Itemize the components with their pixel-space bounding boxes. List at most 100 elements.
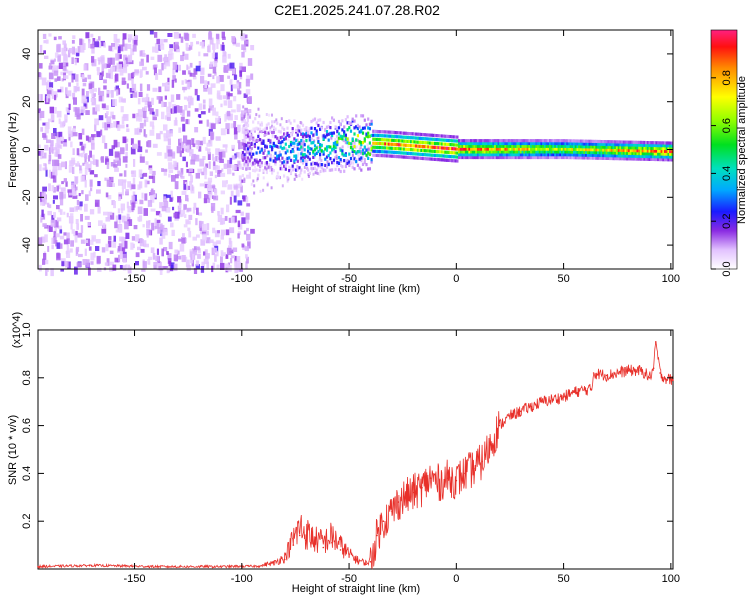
spectrogram-cell [297, 128, 300, 132]
snr-y-tick-label: 1.0 [21, 322, 33, 337]
spectrogram-cell [289, 171, 293, 175]
spectrogram-cell [289, 143, 293, 147]
spectrogram-cell [641, 149, 644, 153]
spectrogram-cell [380, 134, 383, 138]
spectrogram-cell [588, 148, 591, 152]
spectrogram-cell [286, 126, 289, 130]
spectrogram-cell [634, 154, 637, 158]
spectrogram-cell [130, 200, 133, 205]
spectrogram-cell [257, 107, 260, 111]
spectrogram-cell [509, 139, 512, 143]
spectrogram-cell [72, 35, 76, 40]
spectrogram-cell [573, 156, 576, 160]
spectrogram-cell [209, 37, 214, 45]
spectrogram-cell [96, 68, 100, 76]
spectrogram-cell [327, 124, 330, 129]
spectrogram-cell [220, 84, 225, 92]
spectrogram-cell [266, 183, 269, 187]
spectrogram-cell [476, 141, 480, 146]
spectrogram-cell [87, 136, 92, 143]
spectrogram-cell [218, 151, 223, 160]
spectrogram-cell [499, 141, 502, 146]
spectrogram-cell [209, 171, 213, 176]
spectrogram-cell [111, 43, 115, 47]
spectrogram-cell [325, 155, 329, 159]
spectrogram-cell [50, 219, 56, 227]
spectrogram-cell [153, 193, 157, 198]
spectrogram-cell [406, 139, 409, 143]
spectrogram-cell [180, 213, 184, 217]
spectrogram-cell [398, 147, 401, 151]
spectrogram-cell [160, 39, 164, 46]
spectrogram-cell [262, 171, 265, 174]
spectrogram-cell [641, 143, 644, 147]
spectrogram-cell [243, 159, 246, 163]
spectrogram-cell [91, 235, 96, 242]
spectrogram-cell [319, 144, 322, 148]
spectrogram-cell [96, 255, 101, 264]
spectrogram-cell [396, 135, 399, 139]
spectrogram-cell [478, 150, 481, 154]
spectrogram-cell [413, 132, 416, 136]
spectrogram-cell [506, 141, 509, 146]
spectrogram-cell [368, 152, 371, 156]
spectrogram-cell [449, 147, 452, 151]
spectrogram-cell [216, 250, 219, 257]
spectrogram-cell [403, 151, 406, 155]
snr-y-tick-label: 0.6 [21, 418, 33, 433]
spectrogram-cell [485, 150, 488, 154]
spectrogram-cell [458, 155, 461, 160]
spectrogram-cell [227, 168, 232, 175]
spectrogram-cell [182, 209, 186, 215]
snr-point [562, 396, 565, 398]
spectrogram-cell [81, 39, 85, 45]
spectrogram-cell [185, 259, 190, 268]
spectrogram-cell [127, 73, 133, 81]
spectrogram-cell [598, 139, 601, 144]
spectrogram-cell [332, 149, 335, 153]
spectrogram-cell [509, 144, 512, 148]
spectrogram-cell [554, 144, 557, 148]
spectrogram-cell [161, 111, 165, 120]
spectrogram-cell [386, 138, 389, 142]
snr-noise-trace [37, 341, 674, 570]
spectrogram-cell [199, 158, 205, 167]
spectrogram-cell [485, 141, 488, 146]
spectrogram-cell [573, 139, 576, 143]
spectrogram-cell [173, 212, 178, 218]
spectrogram-cell [250, 45, 255, 51]
spectrogram-cell [554, 147, 557, 151]
spectrogram-cell [331, 116, 334, 120]
spectrogram-cell [49, 62, 52, 70]
spectrogram-cell [49, 82, 54, 88]
spectrogram-cell [330, 136, 333, 140]
spectrogram-cell [224, 114, 227, 122]
spectrogram-cell [293, 177, 296, 181]
spectrogram-cell [288, 165, 291, 169]
spectrogram-cell [308, 129, 310, 133]
spectrogram-cell [146, 141, 149, 147]
spectrogram-cell [127, 264, 130, 272]
spectrogram-cell [533, 141, 536, 146]
spectrogram-cell [250, 162, 253, 166]
spectrogram-cell [287, 138, 290, 142]
spectrogram-cell [643, 140, 646, 145]
spectrogram-cell [475, 155, 478, 160]
spectrogram-cell [50, 140, 54, 147]
spectrogram-cell [238, 161, 241, 166]
spectrogram-cell [609, 142, 612, 147]
spectrogram-cell [307, 145, 310, 149]
colorbar-gradient [710, 29, 738, 270]
spectrogram-cell [187, 227, 191, 231]
spectrogram-cell [298, 142, 301, 146]
spectrogram-cell [428, 145, 432, 149]
spectrogram-cell [437, 154, 440, 158]
spectrogram-cell [483, 155, 486, 160]
spectrogram-cell [192, 73, 196, 77]
spectrogram-cell [125, 143, 128, 151]
spectrogram-cell [245, 89, 251, 95]
spectrogram-cell [286, 131, 289, 135]
spectrogram-cell [141, 192, 144, 199]
spectrogram-cell [658, 144, 661, 148]
spectrogram-cell [222, 144, 228, 148]
